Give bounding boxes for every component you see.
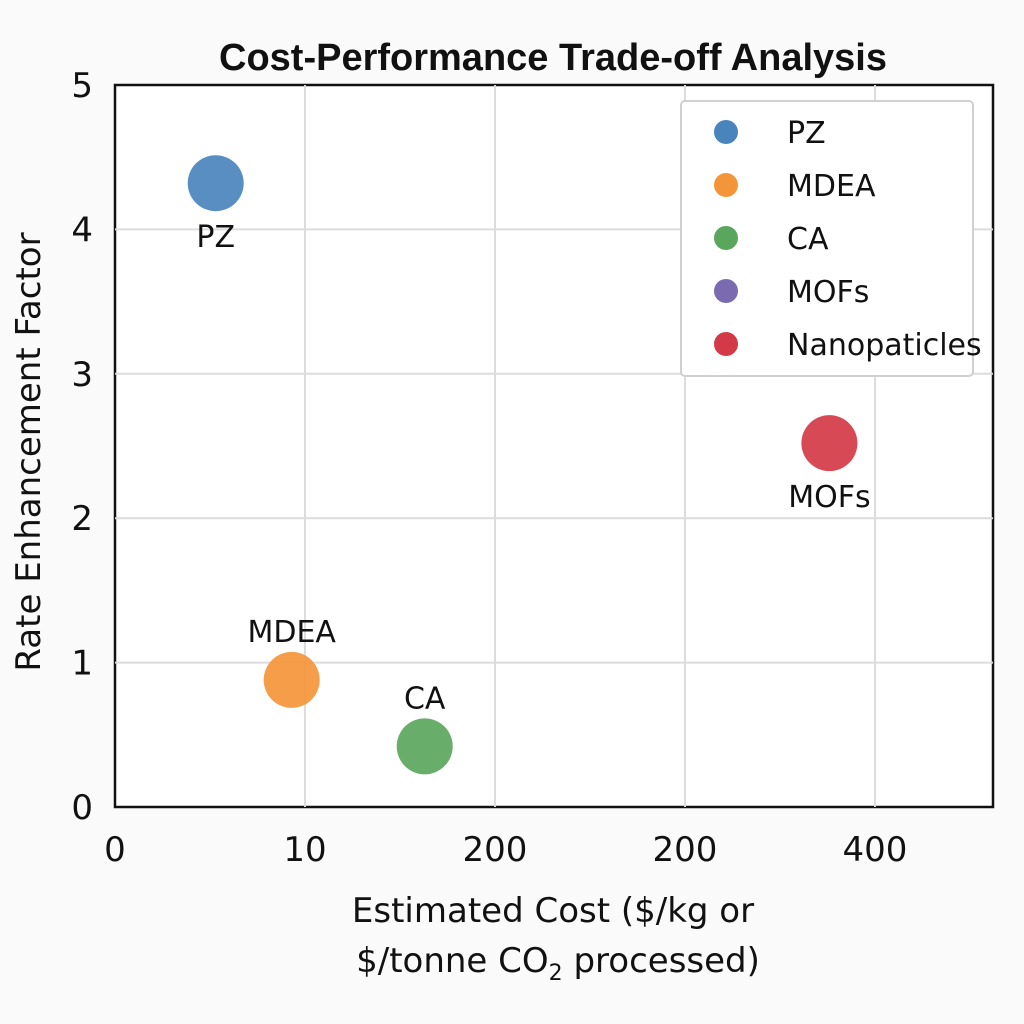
legend-label: MDEA (787, 169, 876, 204)
data-label: PZ (196, 220, 235, 255)
legend-label: Nanopaticles (787, 328, 982, 363)
x-tick-label: 200 (463, 830, 528, 870)
legend-label: CA (787, 222, 829, 257)
legend-marker (714, 120, 738, 144)
x-axis-label-part-a: $/tonne CO (356, 941, 549, 981)
data-label: CA (404, 681, 446, 716)
legend-marker (714, 279, 738, 303)
data-point-ca[interactable] (396, 718, 453, 775)
data-point-pz[interactable] (187, 155, 244, 212)
legend-label: PZ (787, 116, 826, 151)
data-label: MDEA (247, 615, 336, 650)
y-tick-label: 1 (71, 644, 93, 684)
data-label: MOFs (788, 480, 870, 515)
data-points: PZ MDEA CA MOFs (187, 155, 871, 775)
legend: PZ MDEA CA MOFs Nanopaticles (680, 100, 982, 377)
y-tick-label: 4 (71, 210, 93, 250)
y-tick-label: 5 (71, 66, 93, 106)
data-point-mofs[interactable] (801, 415, 858, 472)
legend-marker (714, 173, 738, 197)
legend-box (680, 100, 974, 377)
x-axis-label-line-1: Estimated Cost ($/kg or (352, 891, 754, 931)
tick-labels: 0 1 2 3 4 5 0 10 200 200 400 (71, 66, 907, 870)
x-tick-label: 10 (283, 830, 326, 870)
x-axis-label-part-b: processed) (563, 941, 760, 981)
x-axis-label-subscript: 2 (549, 961, 563, 986)
x-tick-label: 0 (104, 830, 126, 870)
y-tick-label: 0 (71, 788, 93, 828)
legend-label: MOFs (787, 275, 869, 310)
y-tick-label: 2 (71, 499, 93, 539)
data-point-mdea[interactable] (263, 651, 320, 708)
grid-lines (115, 85, 993, 807)
legend-entries: PZ MDEA CA MOFs Nanopaticles (714, 116, 982, 363)
x-axis-label-line-2: $/tonne CO2 processed) (356, 941, 760, 986)
x-tick-label: 200 (653, 830, 718, 870)
y-axis-label: Rate Enhancement Factor (9, 232, 49, 671)
chart-title: Cost-Performance Trade-off Analysis (219, 37, 887, 79)
legend-marker (714, 226, 738, 250)
y-tick-label: 3 (71, 355, 93, 395)
x-tick-label: 400 (843, 830, 908, 870)
legend-marker (714, 332, 738, 356)
